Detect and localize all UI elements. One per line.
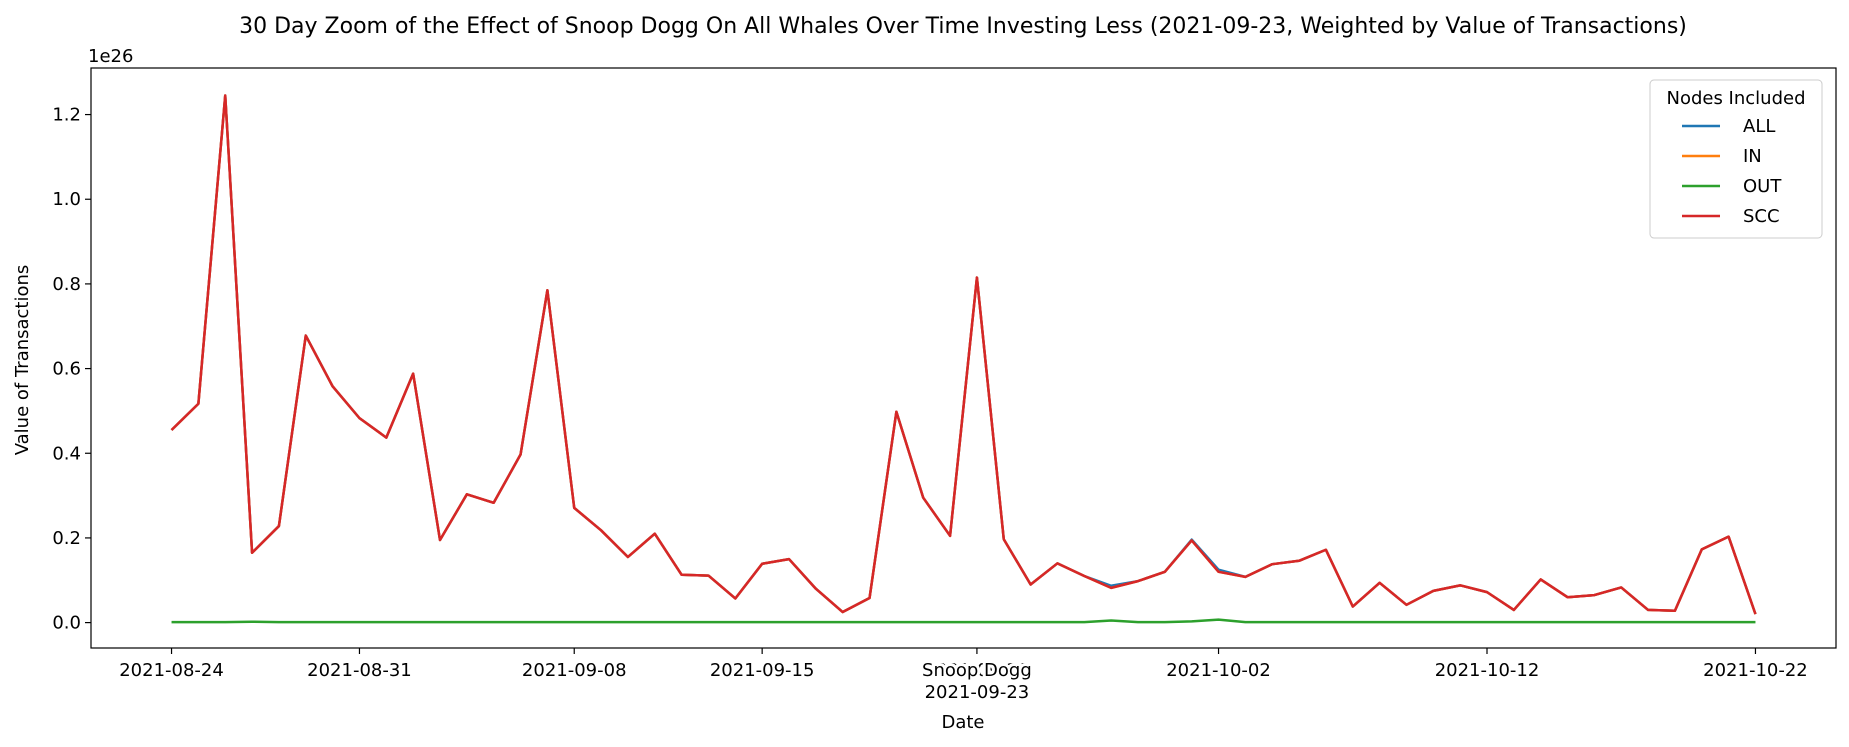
series-line-in <box>170 94 1757 615</box>
series-line-out <box>171 618 1756 624</box>
legend-label-all: ALL <box>1743 116 1775 137</box>
x-tick-label: 2021-08-24 <box>119 660 224 681</box>
event-date-label: 2021-09-23 <box>925 682 1030 703</box>
y-tick-label: 0.0 <box>52 613 81 634</box>
y-tick-label: 1.2 <box>52 105 81 126</box>
legend-label-out: OUT <box>1743 176 1782 197</box>
plot-area: 0.0 0.2 0.4 0.6 0.8 1.0 1.2 2021-08-24 2021-08-3… <box>52 67 1837 703</box>
y-tick-label: 0.8 <box>52 274 81 295</box>
event-label-backdrop: Snoop Dogg <box>922 660 1032 681</box>
y-tick-label: 0.4 <box>52 443 81 464</box>
legend-label-in: IN <box>1743 146 1762 167</box>
series-line-scc <box>170 94 1757 615</box>
chart-title: 30 Day Zoom of the Effect of Snoop Dogg … <box>239 14 1687 39</box>
series-line-all <box>170 94 1757 615</box>
x-tick-label: 2021-09-15 <box>710 660 815 681</box>
event-label: Snoop Dogg <box>922 660 1032 681</box>
legend-label-scc: SCC <box>1743 206 1780 227</box>
y-axis-label: Value of Transactions <box>12 265 33 456</box>
legend-title: Nodes Included <box>1666 88 1805 109</box>
legend-box <box>1649 79 1823 239</box>
y-offset-text: 1e26 <box>88 46 133 67</box>
y-tick-label: 0.2 <box>52 528 81 549</box>
x-tick-label: 2021-10-22 <box>1703 660 1808 681</box>
x-axis-label: Date <box>941 712 984 733</box>
y-tick-label: 0.6 <box>52 359 81 380</box>
x-tick-label: 2021-09-08 <box>522 660 627 681</box>
axes-frame <box>90 67 1837 649</box>
x-tick-label: 2021-09-23 <box>925 660 1030 681</box>
legend: Nodes Included ALL IN OUT SCC <box>1649 79 1823 239</box>
x-tick-label: 2021-10-02 <box>1166 660 1271 681</box>
x-tick-label: 2021-08-31 <box>307 660 412 681</box>
x-tick-label: 2021-10-12 <box>1435 660 1540 681</box>
y-tick-label: 1.0 <box>52 189 81 210</box>
